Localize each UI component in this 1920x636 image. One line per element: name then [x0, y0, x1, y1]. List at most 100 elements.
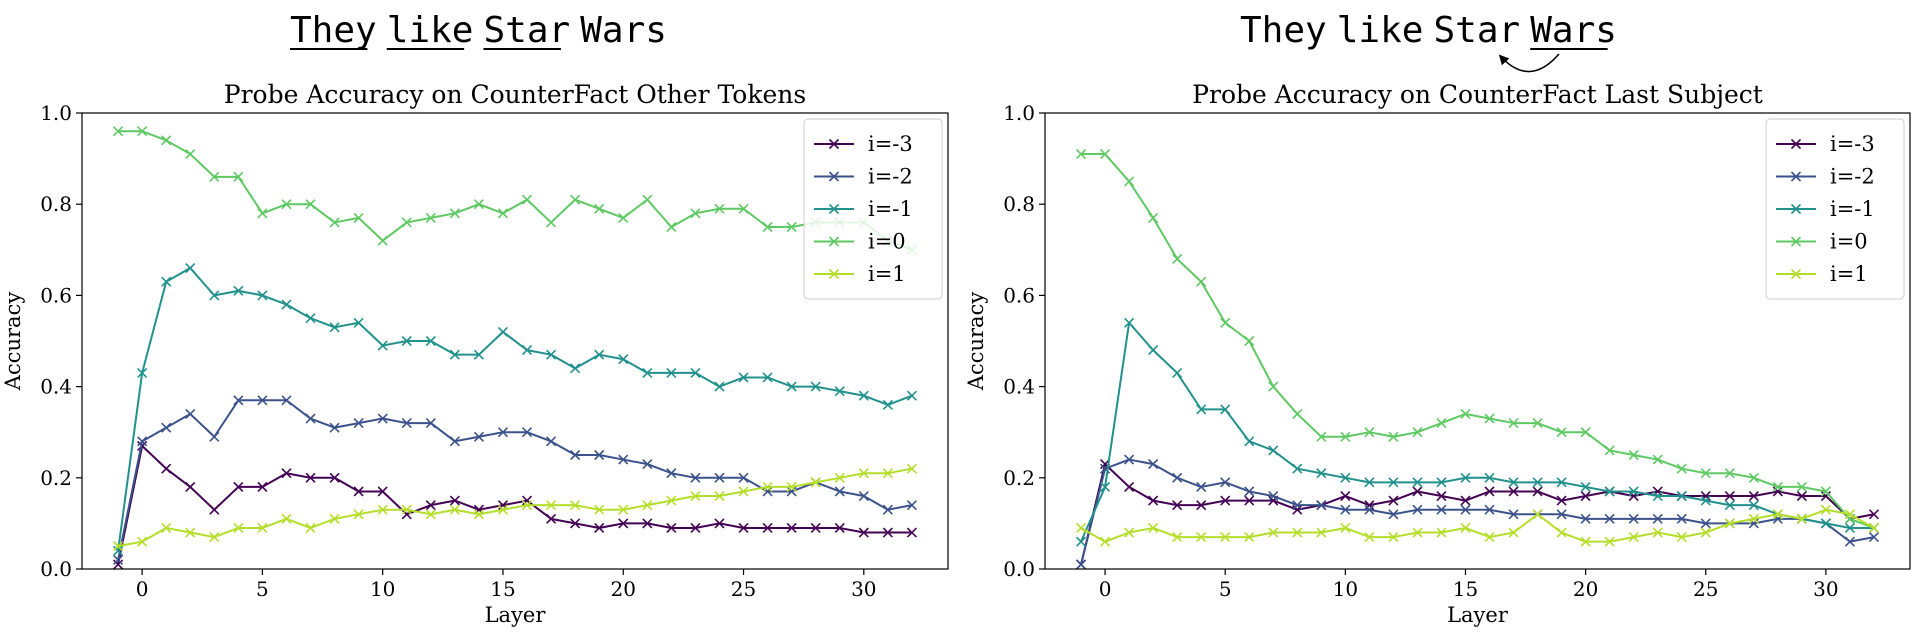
series-line-i=0: [118, 130, 913, 251]
data-point: [377, 504, 388, 515]
data-point: [1748, 500, 1759, 511]
data-point: [1508, 509, 1519, 520]
data-point: [1580, 427, 1591, 438]
data-point: [666, 468, 677, 479]
legend-entry: i=-3: [814, 132, 913, 156]
data-point: [666, 367, 677, 378]
data-point: [137, 367, 148, 378]
data-point: [1196, 481, 1207, 492]
data-point: [233, 285, 244, 296]
x-axis-label: Layer: [485, 603, 547, 627]
data-point: [546, 436, 557, 447]
data-point: [1748, 513, 1759, 524]
data-point: [113, 541, 124, 552]
data-point: [1508, 418, 1519, 429]
data-point: [1580, 536, 1591, 547]
legend-entry: i=-3: [1776, 132, 1875, 156]
legend-label: i=-1: [1830, 197, 1875, 221]
data-point: [521, 427, 533, 438]
data-point: [497, 427, 509, 438]
x-tick-label: 25: [731, 577, 756, 601]
data-point: [906, 500, 917, 511]
data-point: [185, 527, 196, 538]
data-point: [1436, 490, 1447, 502]
data-point: [137, 126, 148, 137]
data-point: [570, 363, 581, 374]
data-point: [1796, 513, 1807, 524]
data-point: [473, 431, 484, 442]
data-point: [1484, 472, 1495, 483]
data-point: [473, 199, 484, 210]
data-point: [1292, 463, 1303, 474]
y-tick-label: 0.0: [1003, 557, 1035, 581]
y-tick-label: 0.0: [40, 557, 72, 581]
legend-marker: [1790, 203, 1802, 215]
sentence-header-right: They like Star Wars: [1240, 10, 1617, 73]
legend-marker: [828, 268, 840, 280]
data-point: [714, 381, 725, 392]
series-line-i=-1: [117, 267, 913, 551]
y-axis-label: Accuracy: [964, 292, 988, 392]
data-point: [1172, 253, 1183, 264]
data-point: [738, 486, 749, 497]
data-point: [1364, 477, 1375, 488]
data-point: [1292, 527, 1303, 538]
data-point: [1388, 495, 1399, 506]
data-point: [906, 463, 917, 474]
data-point: [1724, 518, 1735, 529]
data-point: [521, 495, 533, 506]
data-point: [1772, 486, 1783, 497]
data-point: [618, 518, 629, 529]
data-point: [161, 135, 172, 146]
data-point: [1460, 495, 1471, 506]
data-point: [1412, 486, 1423, 497]
chart-title: Probe Accuracy on CounterFact Last Subje…: [1192, 80, 1763, 109]
data-point: [1868, 522, 1880, 534]
y-tick-label: 0.6: [40, 283, 72, 307]
axes-frame: [1044, 112, 1911, 570]
legend-label: i=1: [868, 262, 906, 286]
series-markers-i=1: [113, 463, 917, 552]
data-point: [1316, 500, 1327, 511]
data-point: [1388, 431, 1399, 442]
data-point: [1484, 532, 1495, 543]
data-point: [1820, 490, 1831, 502]
x-tick-label: 30: [1813, 577, 1838, 601]
data-point: [1508, 477, 1519, 488]
data-point: [1700, 495, 1711, 506]
data-point: [1844, 522, 1855, 534]
data-point: [1388, 509, 1399, 520]
data-point: [594, 504, 605, 515]
data-point: [642, 194, 653, 205]
data-point: [1436, 477, 1447, 488]
x-tick-label: 5: [1219, 577, 1232, 601]
data-point: [546, 500, 557, 511]
data-point: [738, 203, 749, 214]
data-point: [1316, 468, 1327, 479]
data-point: [1388, 532, 1399, 543]
data-point: [1628, 486, 1639, 497]
data-point: [401, 217, 412, 228]
data-point: [1244, 436, 1255, 447]
data-point: [1556, 495, 1567, 506]
data-point: [1148, 345, 1159, 356]
data-point: [1556, 477, 1567, 488]
series-markers-i=-1: [113, 262, 917, 556]
data-point: [618, 212, 629, 223]
header-arrow: [1498, 53, 1560, 73]
data-point: [858, 390, 869, 401]
data-point: [1292, 408, 1303, 420]
data-point: [1124, 317, 1135, 328]
data-point: [1100, 148, 1111, 160]
x-tick-label: 0: [136, 577, 149, 601]
data-point: [1364, 532, 1375, 543]
data-point: [1820, 518, 1831, 529]
data-point: [377, 486, 388, 497]
data-point: [618, 454, 629, 465]
data-point: [762, 522, 773, 534]
data-point: [1484, 504, 1495, 515]
data-point: [1268, 381, 1279, 392]
data-point: [1148, 459, 1159, 470]
x-tick-label: 20: [611, 577, 636, 601]
y-axis-label: Accuracy: [1, 292, 25, 392]
